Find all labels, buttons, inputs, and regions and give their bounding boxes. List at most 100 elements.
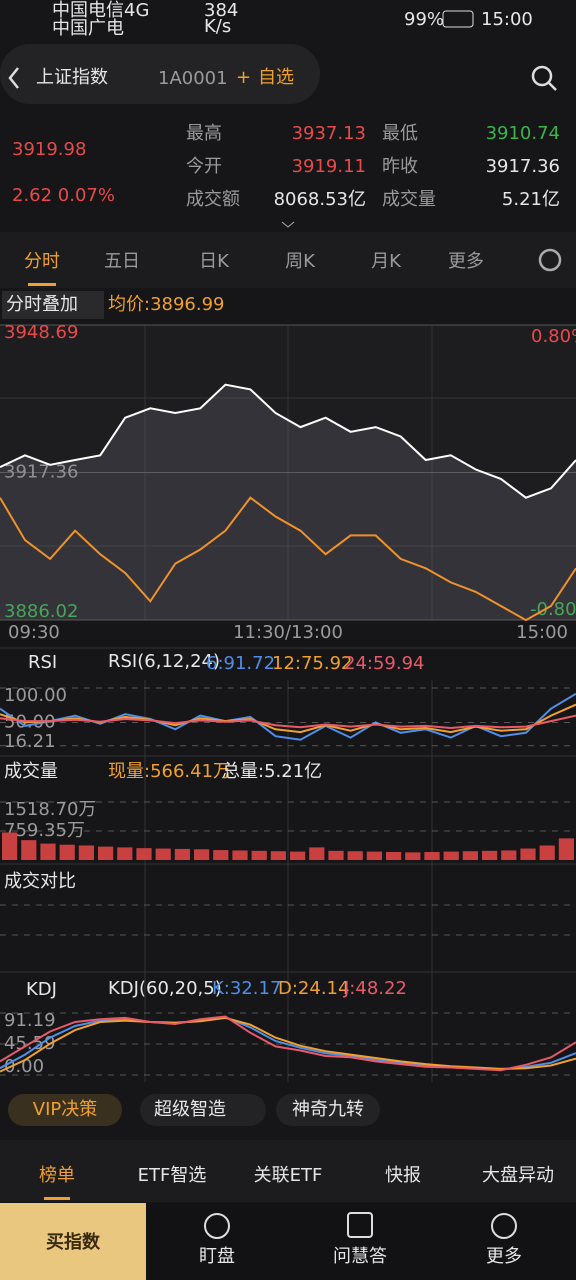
panel-label[interactable]: 成交量 — [4, 761, 58, 782]
x-label: 09:30 — [8, 622, 60, 643]
volume-bar — [155, 848, 171, 860]
bottom-tab[interactable]: 大盘异动 — [482, 1165, 554, 1186]
indicator-value: J:48.22 — [343, 978, 407, 999]
tab-underline — [28, 283, 56, 286]
avg-label: 均价:3896.99 — [108, 294, 225, 315]
back[interactable] — [8, 67, 19, 89]
chip[interactable] — [8, 1094, 122, 1126]
bottom-tab[interactable]: ETF智选 — [138, 1165, 207, 1186]
volume-bar — [462, 851, 478, 860]
buy-button[interactable] — [0, 1203, 146, 1280]
action[interactable]: 更多 — [486, 1246, 522, 1267]
stat-label: 今开 — [186, 156, 222, 177]
carrier: 中国电信4G — [52, 0, 149, 21]
intraday-line — [0, 496, 576, 622]
change: 2.62 0.07% — [12, 185, 115, 206]
battery-icon — [442, 10, 474, 28]
bottom-tab[interactable]: 关联ETF — [254, 1165, 323, 1186]
tab[interactable]: 更多 — [448, 251, 484, 272]
watch[interactable]: 自选 — [258, 67, 294, 88]
volume-bar — [232, 850, 248, 860]
indicator-line — [0, 1015, 576, 1072]
expand[interactable] — [281, 221, 295, 228]
volume-bar — [174, 848, 190, 860]
y-tick-label: 16.21 — [4, 731, 56, 752]
chip-text[interactable]: 神奇九转 — [292, 1099, 364, 1120]
overlay-box[interactable] — [2, 291, 104, 319]
search — [548, 82, 557, 91]
volume-bar — [59, 844, 75, 860]
plus[interactable]: + — [236, 67, 251, 88]
stat-label: 昨收 — [382, 156, 418, 177]
icon — [347, 1212, 373, 1238]
tab[interactable]: 月K — [371, 251, 402, 272]
volume-bar — [424, 851, 440, 860]
bottom-tab[interactable]: 快报 — [385, 1165, 421, 1186]
tab[interactable]: 周K — [285, 251, 316, 272]
chip[interactable] — [276, 1094, 380, 1126]
y-tick-label: 3917.36 — [4, 461, 78, 482]
volume-bar — [347, 851, 363, 860]
price-area — [0, 384, 576, 620]
panel-label[interactable]: 成交对比 — [4, 871, 76, 892]
volume-bar — [366, 851, 382, 860]
indicator-value: 24:59.94 — [344, 653, 425, 674]
volume-bar — [40, 843, 56, 860]
buy-text[interactable]: 买指数 — [46, 1231, 101, 1253]
icon — [204, 1213, 230, 1239]
title: 上证指数 — [36, 67, 108, 88]
overlay-label[interactable]: 分时叠加 — [6, 294, 78, 315]
stat-label: 成交额 — [186, 189, 240, 210]
stat-value: 3937.13 — [292, 123, 366, 144]
panel-label[interactable]: KDJ — [26, 979, 57, 1000]
volume-bar — [2, 832, 18, 860]
volume-bar — [309, 847, 325, 860]
indicator-line — [0, 1016, 576, 1073]
stat-value: 8068.53亿 — [274, 189, 366, 210]
volume-bar — [117, 847, 133, 860]
indicator-value: 6:91.72 — [206, 653, 275, 674]
volume-bar — [251, 850, 267, 860]
chip-text[interactable]: VIP决策 — [33, 1099, 97, 1120]
intraday-line — [0, 383, 576, 499]
tab[interactable]: 五日 — [104, 251, 140, 272]
indicator-line — [0, 714, 576, 730]
x-label: 15:00 — [516, 622, 568, 643]
indicator-value: D:24.14 — [278, 978, 349, 999]
stat-value: 3910.74 — [486, 123, 560, 144]
stat-value: 5.21亿 — [502, 189, 560, 210]
settings[interactable] — [538, 248, 562, 272]
volume-bar — [501, 850, 517, 860]
bottom-tab[interactable]: 榜单 — [39, 1165, 75, 1186]
y-tick-label: 759.35万 — [4, 820, 85, 841]
battery: 99% — [404, 9, 444, 30]
current-volume: 现量:566.41万 — [108, 761, 231, 782]
total-volume: 总量:5.21亿 — [222, 761, 322, 782]
pct-label: 0.80% — [531, 326, 576, 347]
volume-bar — [78, 845, 94, 860]
pct-label: -0.80% — [530, 599, 576, 620]
stat-label: 最高 — [186, 123, 222, 144]
chip-text[interactable]: 超级智造 — [154, 1099, 226, 1120]
speed-unit: K/s — [204, 16, 231, 37]
panel-label[interactable]: RSI — [28, 652, 57, 673]
params: KDJ(60,20,5) — [108, 978, 222, 999]
icon — [491, 1213, 517, 1239]
indicator-value: K:32.17 — [212, 978, 281, 999]
volume-bar — [405, 852, 421, 860]
search[interactable] — [531, 65, 553, 87]
volume-bar — [482, 850, 498, 860]
stat-value: 3919.11 — [292, 156, 366, 177]
chip[interactable] — [140, 1094, 266, 1126]
time: 15:00 — [481, 9, 533, 30]
tab[interactable]: 日K — [199, 251, 230, 272]
indicator-value: 12:75.92 — [272, 653, 353, 674]
action[interactable]: 盯盘 — [199, 1246, 235, 1267]
action[interactable]: 问慧答 — [333, 1246, 387, 1267]
speed: 384 — [204, 0, 238, 21]
price: 3919.98 — [12, 139, 86, 160]
tab[interactable]: 分时 — [24, 251, 60, 272]
volume-bar — [328, 850, 344, 860]
y-tick-label: 91.19 — [4, 1010, 56, 1031]
